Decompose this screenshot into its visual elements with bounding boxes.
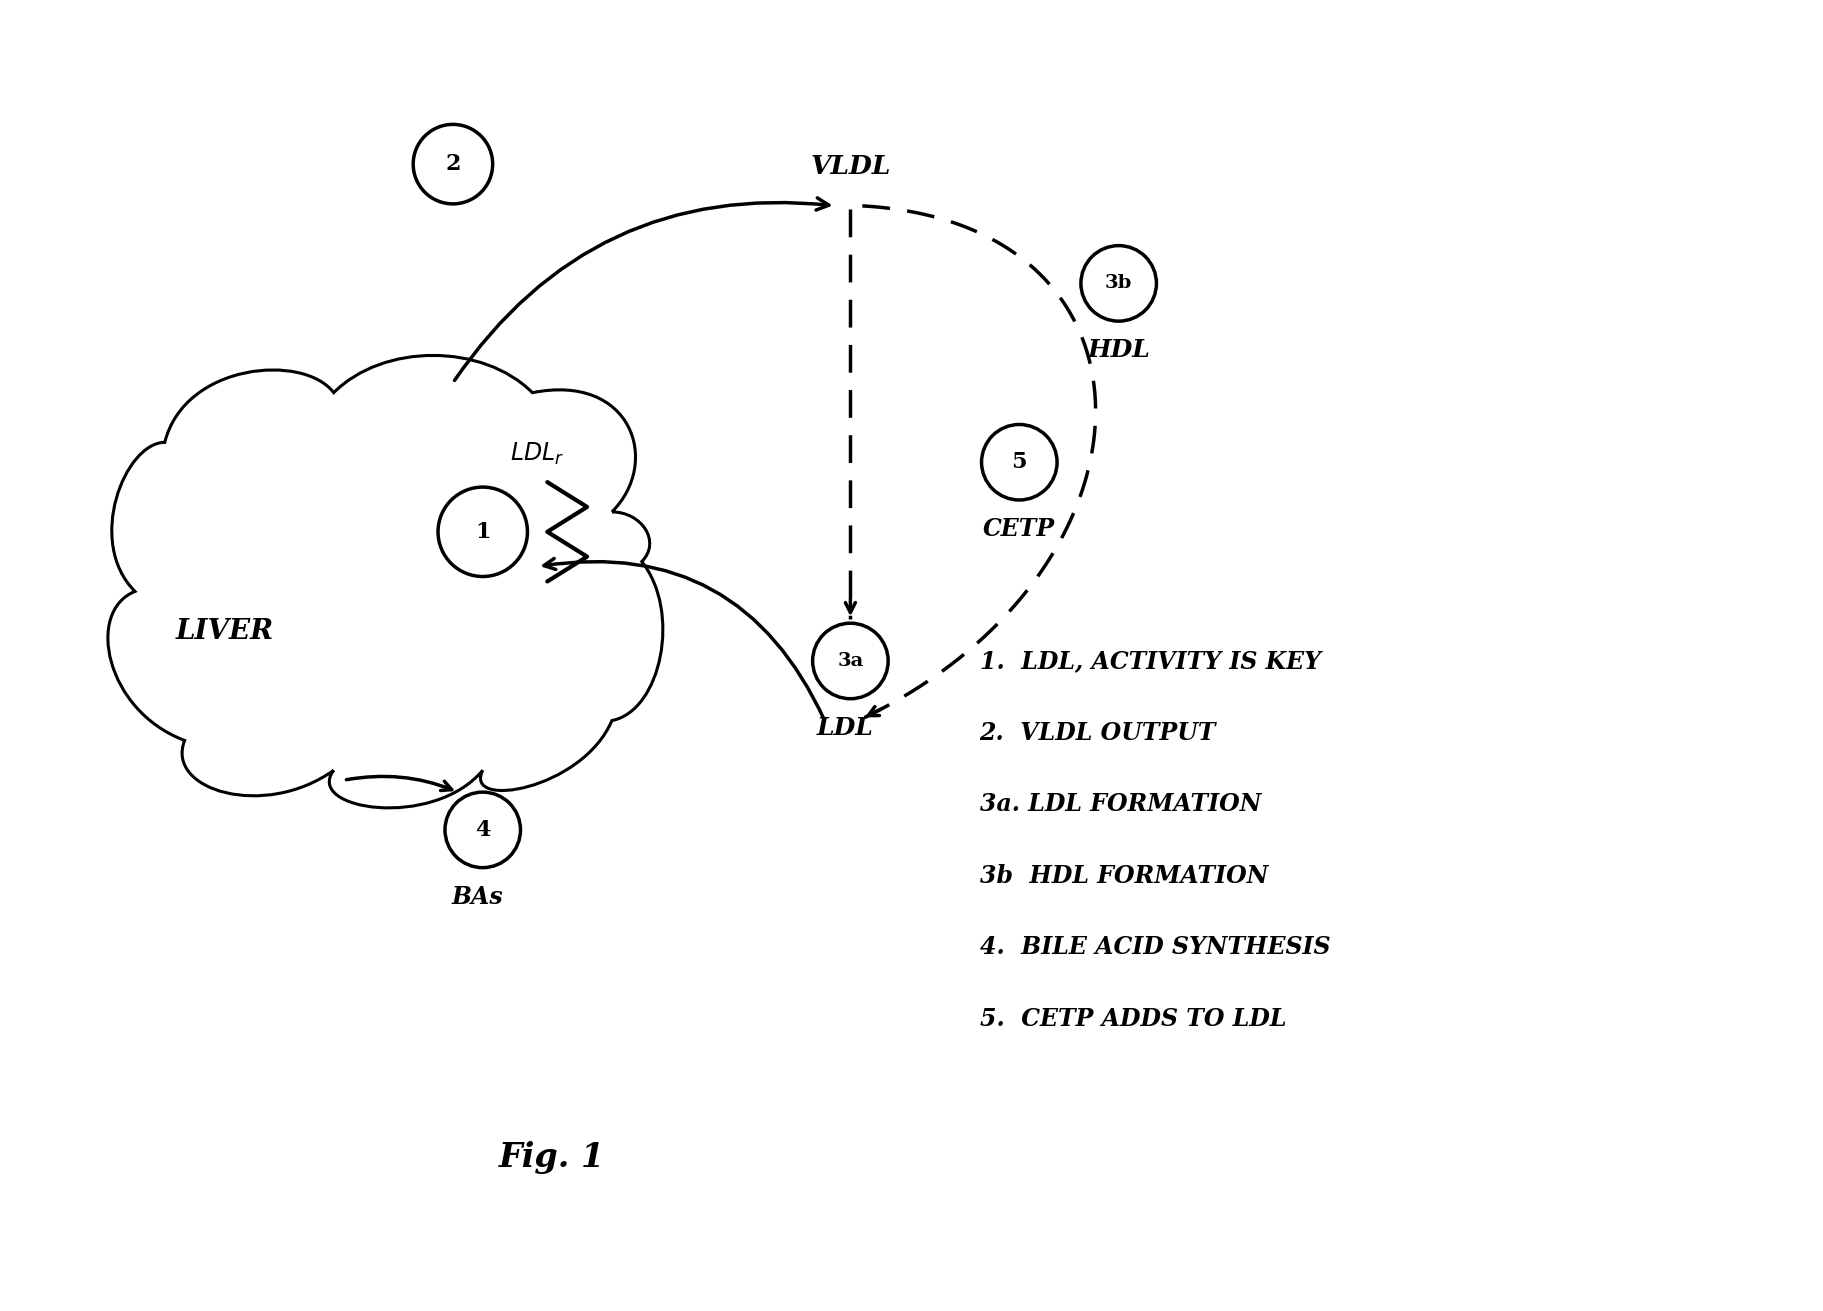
Text: LDL: LDL [817, 716, 873, 739]
Text: 1.  LDL, ACTIVITY IS KEY: 1. LDL, ACTIVITY IS KEY [979, 649, 1320, 673]
Text: 2.  VLDL OUTPUT: 2. VLDL OUTPUT [979, 721, 1216, 745]
Text: 5.  CETP ADDS TO LDL: 5. CETP ADDS TO LDL [979, 1007, 1285, 1030]
Circle shape [438, 488, 527, 577]
Circle shape [445, 792, 521, 868]
Text: 2: 2 [445, 153, 461, 176]
Text: 1: 1 [476, 520, 490, 543]
Circle shape [981, 425, 1057, 499]
Text: LIVER: LIVER [175, 617, 273, 645]
Circle shape [414, 125, 492, 205]
Text: 3a. LDL FORMATION: 3a. LDL FORMATION [979, 792, 1262, 815]
Text: 4.  BILE ACID SYNTHESIS: 4. BILE ACID SYNTHESIS [979, 935, 1331, 960]
Text: Fig. 1: Fig. 1 [500, 1142, 605, 1175]
Text: 4: 4 [476, 819, 490, 840]
Text: CETP: CETP [983, 517, 1056, 541]
Text: 3a: 3a [837, 652, 864, 670]
Circle shape [813, 623, 888, 699]
Text: BAs: BAs [452, 885, 503, 909]
Text: 5: 5 [1012, 451, 1026, 473]
Text: 3b: 3b [1105, 274, 1132, 292]
Text: HDL: HDL [1087, 338, 1150, 362]
Text: 3b  HDL FORMATION: 3b HDL FORMATION [979, 864, 1269, 888]
Text: VLDL: VLDL [809, 155, 891, 180]
Circle shape [1081, 245, 1156, 321]
Text: $LDL_r$: $LDL_r$ [510, 440, 565, 467]
